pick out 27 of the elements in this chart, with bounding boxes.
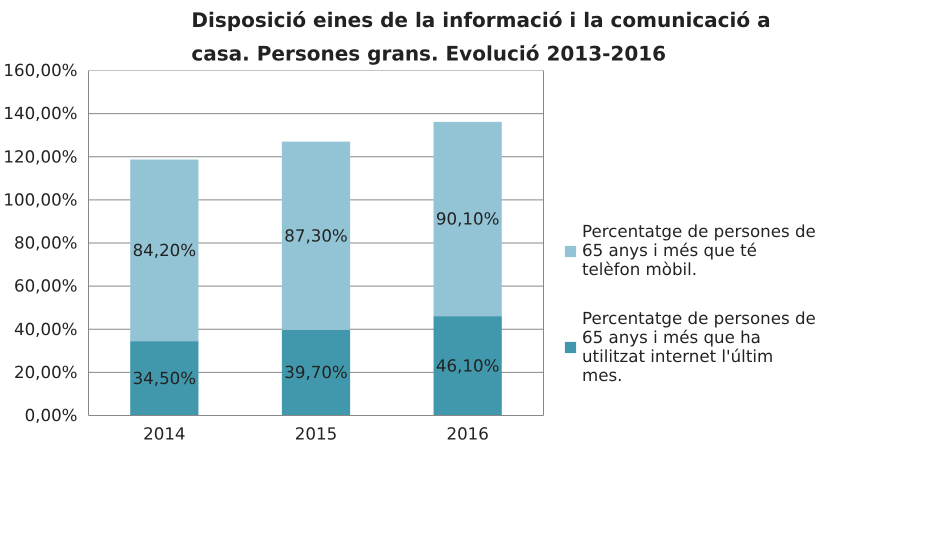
y-tick-label: 40,00% xyxy=(14,320,78,339)
bar xyxy=(434,122,502,316)
y-tick-label: 0,00% xyxy=(24,406,78,425)
y-tick-label: 80,00% xyxy=(14,234,78,252)
bar xyxy=(282,142,350,330)
chart-title: Disposició eines de la informació i la comunicació a casa. Persones grans. Evolució 2013-2016 xyxy=(191,8,771,66)
data-label: 39,70% xyxy=(284,363,348,382)
y-tick-label: 160,00% xyxy=(3,61,78,80)
x-tick-label: 2015 xyxy=(294,424,338,444)
y-tick-label: 120,00% xyxy=(3,147,78,166)
data-label: 84,20% xyxy=(132,240,196,260)
bar xyxy=(282,330,350,416)
legend-label: Percentatge de persones de 65 anys i més que té telèfon mòbil. xyxy=(582,222,816,279)
y-tick-label: 60,00% xyxy=(14,276,78,296)
x-tick-label: 2014 xyxy=(143,424,186,444)
y-tick-label: 100,00% xyxy=(3,190,78,210)
data-label: 90,10% xyxy=(436,209,500,228)
bar xyxy=(130,160,198,342)
bar xyxy=(434,316,502,416)
data-label: 34,50% xyxy=(132,368,196,388)
x-tick-label: 2016 xyxy=(446,424,489,444)
data-label: 87,30% xyxy=(284,226,348,246)
y-tick-label: 140,00% xyxy=(3,104,78,124)
y-tick-label: 20,00% xyxy=(14,362,78,382)
legend-label: Percentatge de persones de 65 anys i més que ha utilitzat internet l'últim mes. xyxy=(582,309,816,385)
bar xyxy=(130,341,198,416)
data-label: 46,10% xyxy=(436,356,500,376)
